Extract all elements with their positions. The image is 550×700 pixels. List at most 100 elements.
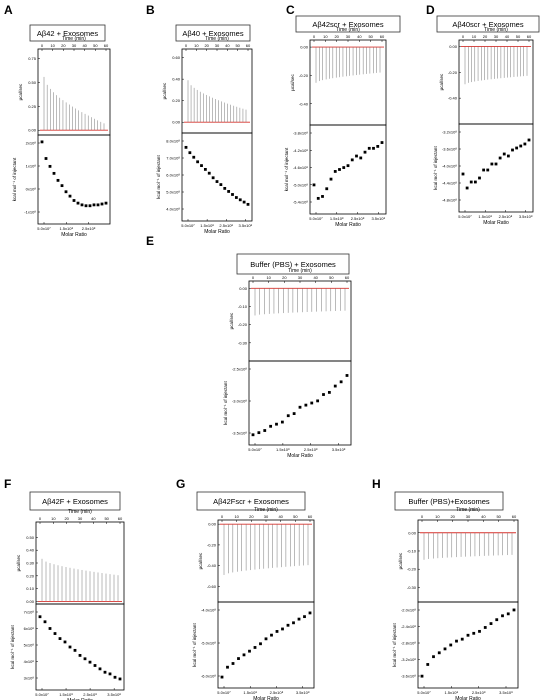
molar-tick-label: 1.5x10⁸ <box>59 692 73 697</box>
data-point <box>478 629 481 633</box>
data-point <box>329 177 333 181</box>
time-tick-label: 30 <box>298 275 303 280</box>
data-point <box>498 156 502 160</box>
molar-tick-label: 5.0x10⁷ <box>417 690 431 695</box>
isotherm-ytick-label: 6x10⁸ <box>24 626 35 631</box>
title-box <box>196 491 306 511</box>
time-tick-label: 50 <box>329 275 334 280</box>
data-point <box>275 630 279 633</box>
molar-tick-label: 1.5x10⁸ <box>200 223 214 228</box>
time-tick-label: 30 <box>466 514 471 519</box>
molar-tick-label: 3.5x10⁸ <box>332 447 346 452</box>
time-tick-label: 60 <box>118 516 123 521</box>
time-tick-label: 50 <box>104 516 109 521</box>
time-tick-label: 50 <box>293 514 298 519</box>
data-point <box>113 675 117 679</box>
data-point <box>108 672 112 676</box>
data-point <box>303 615 306 619</box>
isotherm-ytick-label: -6.0x10⁸ <box>201 674 216 679</box>
time-tick-label: 60 <box>380 34 385 39</box>
isotherm-ytick-label: 7x10⁸ <box>24 610 35 615</box>
time-tick-label: 30 <box>78 516 83 521</box>
title-box <box>29 24 106 42</box>
data-point <box>246 202 250 206</box>
data-point <box>297 617 301 621</box>
data-point <box>449 643 453 647</box>
isotherm-ylabel: kcal mol⁻¹ of injectant <box>284 147 289 191</box>
molar-axis-label: Molar Ratio <box>335 222 361 228</box>
data-point <box>511 148 514 152</box>
thermogram-ytick-label: 0.10 <box>26 586 35 591</box>
molar-tick-label: 5.0x10⁷ <box>458 214 472 219</box>
data-point <box>469 180 473 184</box>
thermogram-ytick-label: 0.00 <box>26 599 35 604</box>
data-point <box>223 187 227 190</box>
thermogram-ytick-label: 0.30 <box>26 561 35 566</box>
molar-tick-label: 2.5x10⁸ <box>351 216 365 221</box>
thermogram-ytick-label: -0.60 <box>207 584 217 589</box>
data-point <box>482 168 486 172</box>
thermogram-ytick-label: 0.50 <box>28 80 37 85</box>
thermogram-ytick-label: 0.40 <box>26 548 35 553</box>
isotherm-ytick-label: 0x10⁸ <box>26 187 37 192</box>
isotherm-ytick-label: -4.0x10⁸ <box>442 164 457 169</box>
data-point <box>188 151 192 155</box>
data-point <box>367 146 371 150</box>
molar-axis-label: Molar Ratio <box>204 229 230 235</box>
isotherm-ylabel: kcal mol⁻¹ of injectant <box>156 155 161 199</box>
thermogram-ytick-label: 0.50 <box>26 535 35 540</box>
thermogram-ytick-label: 0.00 <box>449 44 458 49</box>
data-point <box>96 203 100 207</box>
data-point <box>327 391 331 394</box>
thermogram-frame <box>37 48 111 136</box>
time-tick-label: 50 <box>516 34 521 39</box>
chart-title: Aβ42 + Exosomes <box>37 29 98 38</box>
data-point <box>350 158 354 162</box>
time-tick-label: 20 <box>483 34 488 39</box>
thermogram-frame <box>458 39 534 125</box>
data-point <box>473 180 477 184</box>
data-point <box>333 384 337 388</box>
data-point <box>238 198 242 202</box>
title-box <box>236 253 350 275</box>
data-point <box>355 154 358 158</box>
thermogram-ytick-label: 0.00 <box>172 120 181 125</box>
isotherm-ytick-label: -4.6x10⁸ <box>293 165 308 170</box>
time-tick-label: 40 <box>278 514 283 519</box>
data-point <box>242 653 246 657</box>
time-tick-label: 60 <box>246 43 251 48</box>
molar-tick-label: 5.0x10⁷ <box>181 223 195 228</box>
data-point <box>486 168 490 172</box>
time-tick-label: 0 <box>39 516 42 521</box>
data-point <box>506 154 510 158</box>
time-tick-label: 50 <box>235 43 240 48</box>
time-tick-label: 30 <box>215 43 220 48</box>
isotherm-ytick-label: 8.0x10⁸ <box>166 139 180 144</box>
time-tick-label: 40 <box>481 514 486 519</box>
time-tick-label: 20 <box>334 34 339 39</box>
thermogram-ytick-label: 0.40 <box>172 77 181 82</box>
data-point <box>443 647 447 651</box>
time-tick-label: 40 <box>505 34 510 39</box>
data-point <box>76 201 80 205</box>
data-point <box>489 622 493 625</box>
isotherm-frame <box>309 124 387 215</box>
time-tick-label: 60 <box>345 275 350 280</box>
data-point <box>346 164 350 168</box>
isotherm-ytick-label: -4.2x10⁸ <box>293 148 308 153</box>
thermogram-frame <box>181 48 253 134</box>
isotherm-frame <box>37 134 111 225</box>
isotherm-ytick-label: -3.5x10⁸ <box>232 431 247 436</box>
data-point <box>52 171 56 175</box>
time-tick-label: 30 <box>264 514 269 519</box>
data-point <box>207 171 211 175</box>
data-point <box>234 196 238 199</box>
data-point <box>338 168 341 171</box>
data-point <box>292 621 295 625</box>
time-tick-label: 0 <box>462 34 465 39</box>
time-tick-label: 60 <box>308 514 313 519</box>
data-point <box>78 654 82 657</box>
molar-tick-label: 5.0x10⁷ <box>248 447 262 452</box>
isotherm-ytick-label: -1x10⁸ <box>24 210 36 215</box>
